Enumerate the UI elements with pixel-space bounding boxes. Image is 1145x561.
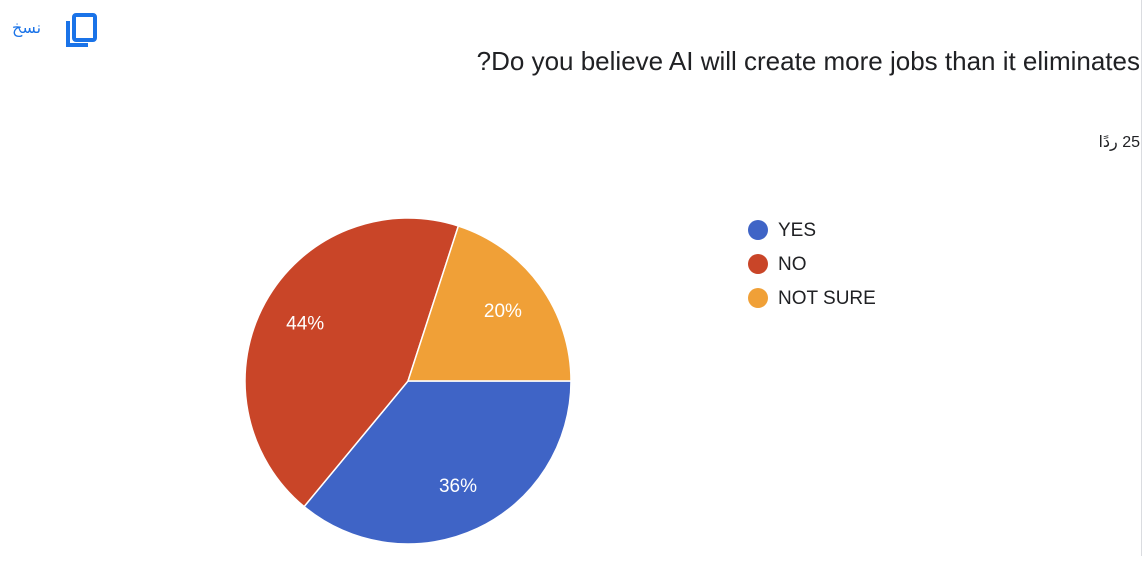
pie-slice (406, 225, 572, 382)
pie-slice (244, 217, 460, 508)
data-label: 44% (286, 313, 324, 334)
legend-label: YES (778, 220, 816, 241)
panel-border (1141, 0, 1142, 556)
legend-label: NO (778, 254, 807, 275)
pie-slice (303, 380, 572, 545)
data-label: 36% (439, 476, 477, 497)
copy-icon[interactable] (64, 12, 100, 48)
data-label: 20% (484, 301, 522, 322)
legend-swatch (748, 254, 768, 274)
copy-button[interactable]: نسخ (12, 20, 42, 37)
legend-label: NOT SURE (778, 288, 876, 309)
legend-swatch (748, 288, 768, 308)
response-count: 25 ردًا (1098, 134, 1140, 151)
legend-swatch (748, 220, 768, 240)
chart-title: ?Do you believe AI will create more jobs… (476, 46, 1140, 76)
